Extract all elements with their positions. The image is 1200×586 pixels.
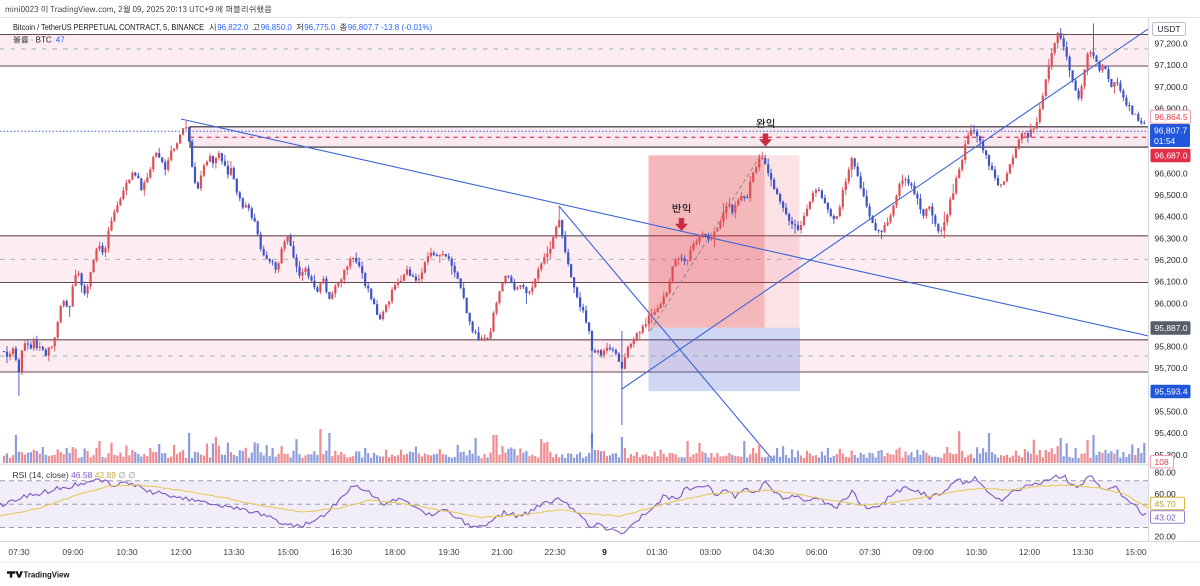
svg-text:95,887.0: 95,887.0: [1155, 323, 1188, 333]
svg-text:95,500.0: 95,500.0: [1155, 407, 1188, 417]
svg-text:96,400.0: 96,400.0: [1155, 212, 1188, 222]
svg-text:-13.8 (-0.01%): -13.8 (-0.01%): [381, 23, 432, 32]
svg-text:43.02: 43.02: [1155, 512, 1177, 522]
svg-text:Bitcoin / TetherUS PERPETUAL C: Bitcoin / TetherUS PERPETUAL CONTRACT, 5…: [13, 23, 204, 32]
svg-text:96,600.0: 96,600.0: [1155, 168, 1188, 178]
svg-text:95,300.0: 95,300.0: [1155, 450, 1188, 460]
svg-text:01:30: 01:30: [646, 547, 668, 557]
svg-text:15:00: 15:00: [1125, 547, 1147, 557]
svg-text:96,900.0: 96,900.0: [1155, 103, 1188, 113]
svg-text:96,807.7: 96,807.7: [348, 23, 380, 32]
svg-text:47: 47: [56, 36, 65, 45]
svg-text:80.00: 80.00: [1155, 468, 1177, 478]
svg-text:13:30: 13:30: [1072, 547, 1094, 557]
svg-text:95,700.0: 95,700.0: [1155, 363, 1188, 373]
svg-text:18:00: 18:00: [384, 547, 406, 557]
svg-text:19:30: 19:30: [438, 547, 460, 557]
svg-text:9: 9: [602, 547, 607, 557]
svg-text:10:30: 10:30: [116, 547, 138, 557]
svg-text:96,775.0: 96,775.0: [304, 23, 336, 32]
svg-text:16:30: 16:30: [331, 547, 353, 557]
svg-text:96,000.0: 96,000.0: [1155, 298, 1188, 308]
svg-text:108: 108: [1155, 457, 1169, 467]
svg-text:45.70: 45.70: [1155, 499, 1177, 509]
svg-text:TradingView: TradingView: [24, 570, 70, 580]
svg-text:95,800.0: 95,800.0: [1155, 342, 1188, 352]
svg-text:07:30: 07:30: [8, 547, 30, 557]
svg-text:13:30: 13:30: [223, 547, 245, 557]
svg-text:96,500.0: 96,500.0: [1155, 190, 1188, 200]
svg-text:12:00: 12:00: [1019, 547, 1041, 557]
svg-text:RSI (14, close) 46.58 42.89 ∅: RSI (14, close) 46.58 42.89 ∅ ∅: [13, 470, 137, 480]
svg-text:97,200.0: 97,200.0: [1155, 39, 1188, 49]
svg-text:21:00: 21:00: [491, 547, 513, 557]
svg-text:12:00: 12:00: [170, 547, 192, 557]
svg-text:15:00: 15:00: [277, 547, 299, 557]
svg-text:09:00: 09:00: [912, 547, 934, 557]
svg-text:01:54: 01:54: [1154, 136, 1176, 146]
svg-text:95,400.0: 95,400.0: [1155, 428, 1188, 438]
svg-text:96,850.0: 96,850.0: [261, 23, 293, 32]
svg-text:96,300.0: 96,300.0: [1155, 233, 1188, 243]
svg-text:96,807.7: 96,807.7: [1154, 126, 1187, 136]
svg-text:07:30: 07:30: [859, 547, 881, 557]
svg-text:97,000.0: 97,000.0: [1155, 82, 1188, 92]
svg-text:04:30: 04:30: [753, 547, 775, 557]
svg-text:96,864.5: 96,864.5: [1155, 112, 1188, 122]
svg-text:96,687.0: 96,687.0: [1155, 151, 1188, 161]
svg-text:10:30: 10:30: [966, 547, 988, 557]
svg-text:22:30: 22:30: [544, 547, 566, 557]
svg-text:09:00: 09:00: [62, 547, 84, 557]
svg-text:60.00: 60.00: [1155, 489, 1177, 499]
svg-text:06:00: 06:00: [806, 547, 828, 557]
svg-text:96,100.0: 96,100.0: [1155, 277, 1188, 287]
svg-text:96,822.0: 96,822.0: [217, 23, 249, 32]
svg-text:03:00: 03:00: [700, 547, 722, 557]
svg-text:20.00: 20.00: [1155, 532, 1177, 542]
svg-text:· BTC: · BTC: [31, 36, 52, 45]
svg-text:96,200.0: 96,200.0: [1155, 255, 1188, 265]
svg-text:97,100.0: 97,100.0: [1155, 60, 1188, 70]
svg-text:USDT: USDT: [1157, 24, 1180, 34]
svg-text:95,593.4: 95,593.4: [1155, 386, 1188, 396]
